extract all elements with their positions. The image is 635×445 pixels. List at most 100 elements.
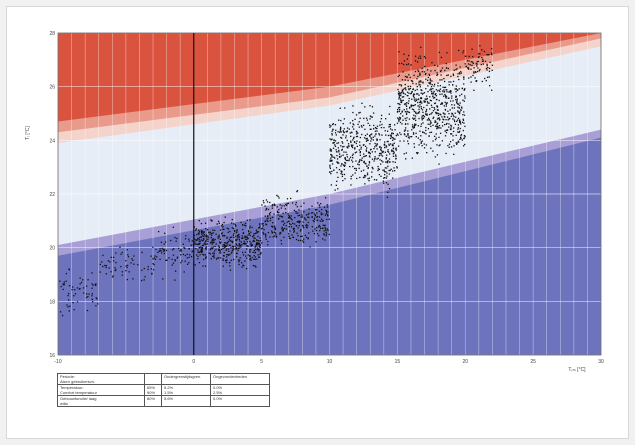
data-point <box>482 60 484 62</box>
data-point <box>415 93 418 95</box>
data-point <box>464 125 466 128</box>
data-point <box>455 99 457 101</box>
data-point <box>436 112 438 114</box>
data-point <box>491 53 493 56</box>
data-point <box>448 126 450 128</box>
data-point <box>419 72 421 74</box>
data-point <box>329 167 332 169</box>
data-point <box>174 236 176 239</box>
data-point <box>226 227 228 229</box>
data-point <box>194 243 196 245</box>
data-point <box>449 91 451 93</box>
data-point <box>259 243 261 245</box>
data-point <box>352 165 354 168</box>
data-point <box>434 156 437 158</box>
data-point <box>69 305 71 307</box>
data-point <box>418 108 420 111</box>
data-point <box>379 146 381 149</box>
data-point <box>401 123 403 125</box>
data-point <box>436 154 439 156</box>
data-point <box>181 260 183 262</box>
data-point <box>99 263 101 266</box>
data-point <box>443 77 445 80</box>
data-point <box>376 138 378 140</box>
data-point <box>266 218 268 220</box>
data-point <box>312 212 314 214</box>
data-point <box>430 113 432 115</box>
data-point <box>206 229 209 231</box>
data-point <box>272 236 274 238</box>
data-point <box>425 72 427 75</box>
data-point <box>163 249 165 251</box>
data-point <box>458 88 460 90</box>
data-point <box>300 216 302 218</box>
data-point <box>455 142 457 144</box>
data-point <box>441 90 444 92</box>
data-point <box>267 208 270 211</box>
data-point <box>330 125 332 127</box>
data-point <box>369 105 371 107</box>
data-point <box>436 73 439 76</box>
data-point <box>414 100 416 102</box>
data-point <box>288 237 291 239</box>
data-point <box>293 209 296 212</box>
data-point <box>380 175 382 177</box>
data-point <box>455 120 458 123</box>
data-point <box>244 235 246 237</box>
data-point <box>444 130 446 132</box>
data-point <box>289 230 291 232</box>
data-point <box>246 238 248 241</box>
data-point <box>370 133 372 136</box>
data-point <box>351 154 354 157</box>
data-point <box>259 225 261 227</box>
data-point <box>353 167 356 170</box>
data-point <box>258 248 260 251</box>
data-point <box>68 269 70 271</box>
data-point <box>230 222 233 224</box>
data-point <box>481 80 483 83</box>
data-point <box>276 210 279 212</box>
data-point <box>390 135 392 138</box>
data-point <box>176 256 179 258</box>
data-point <box>414 115 417 117</box>
data-point <box>446 129 448 131</box>
data-point <box>413 125 416 127</box>
legend-row: Gebouwfunctie/ laag willa 80% 5.6% 0.0% <box>57 395 270 407</box>
data-point <box>161 247 163 250</box>
data-point <box>243 242 245 244</box>
data-point <box>432 92 435 94</box>
data-point <box>205 247 207 250</box>
data-point <box>323 234 325 236</box>
data-point <box>401 62 403 65</box>
data-point <box>249 249 251 251</box>
data-point <box>174 259 176 261</box>
data-point <box>180 250 182 252</box>
data-point <box>280 243 283 245</box>
data-point <box>192 250 194 252</box>
data-point <box>333 156 335 158</box>
data-point <box>224 216 226 218</box>
data-point <box>191 250 193 253</box>
data-point <box>260 252 262 254</box>
data-point <box>441 140 444 142</box>
data-point <box>114 267 116 269</box>
data-point <box>356 135 359 138</box>
data-point <box>446 122 448 125</box>
data-point <box>329 166 331 168</box>
data-point <box>432 117 434 120</box>
data-point <box>420 97 422 99</box>
data-point <box>426 69 429 71</box>
data-point <box>201 244 204 246</box>
data-point <box>363 176 365 179</box>
data-point <box>395 157 397 160</box>
data-point <box>228 244 231 246</box>
data-point <box>429 83 432 85</box>
data-point <box>475 62 477 65</box>
data-point <box>305 226 308 228</box>
legend-cell: 5.6% <box>161 395 211 407</box>
data-point <box>449 117 451 120</box>
data-point <box>143 267 145 270</box>
data-point <box>398 51 400 53</box>
data-point <box>241 235 243 237</box>
data-point <box>454 123 457 125</box>
